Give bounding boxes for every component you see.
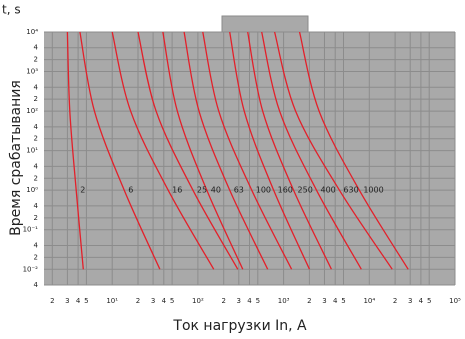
x-tick-label: 10¹ [106,297,118,305]
y-tick-label: 10⁴ [26,28,38,36]
y-tick-label: 2 [34,253,38,261]
curve-label: 630 [343,186,358,195]
x-tick-label: 5 [427,297,431,305]
y-tick-label: 2 [34,135,38,143]
x-tick-label: 2 [307,297,311,305]
y-tick-label: 4 [34,123,39,131]
x-tick-label: 10³ [278,297,290,305]
x-tick-label: 10⁵ [449,297,461,305]
fuse-curve [79,31,161,270]
y-tick-label: 10⁻¹ [23,226,39,234]
fuse-curve [111,31,215,270]
x-tick-label: 4 [76,297,81,305]
y-tick-label: 2 [34,95,38,103]
x-tick-label: 3 [151,297,155,305]
y-tick-label: 2 [34,214,38,222]
x-tick-label: 10² [192,297,204,305]
x-tick-label: 4 [333,297,338,305]
y-tick-label: 10³ [26,68,38,76]
y-tick-label: 4 [34,241,39,249]
x-tick-label: 4 [247,297,252,305]
x-tick-label: 2 [221,297,225,305]
y-tick-label: 4 [34,83,39,91]
curve-label: 250 [298,186,313,195]
y-tick-label: 4 [34,202,39,210]
x-tick-label: 3 [237,297,241,305]
curve-label: 1000 [363,186,383,195]
y-axis-title: Время срабатывания [8,80,24,236]
fuse-curve [247,31,333,270]
y-tick-label: 10⁰ [26,186,38,194]
curve-label: 2 [80,186,85,195]
y-tick-label: 2 [34,56,38,64]
x-tick-label: 2 [393,297,397,305]
fuse-curve [202,31,293,270]
fuse-curve [229,31,311,270]
x-tick-label: 5 [84,297,88,305]
fuse-curve [137,31,239,270]
curve-label: 100 [256,186,271,195]
y-tick-label: 10² [26,107,38,115]
fuse-curve [273,31,393,270]
x-tick-label: 3 [322,297,326,305]
fuse-curve [183,31,269,270]
curve-label: 160 [278,186,293,195]
x-tick-label: 2 [50,297,54,305]
y-tick-label: 4 [34,162,39,170]
x-tick-label: 3 [65,297,69,305]
y-tick-label: 2 [34,174,38,182]
fuse-curve [261,31,362,270]
curve-label: 16 [172,186,182,195]
x-tick-label: 5 [170,297,174,305]
curve-label: 400 [320,186,335,195]
y-tick-label: 4 [34,44,39,52]
y-tick-label: 10¹ [26,147,38,155]
x-tick-label: 5 [256,297,260,305]
x-axis-title: Ток нагрузки In, A [172,318,307,334]
fuse-curve [162,31,244,270]
x-tick-label: 4 [162,297,167,305]
x-tick-label: 10⁴ [363,297,375,305]
curve-label: 40 [211,186,221,195]
curve-label: 6 [128,186,133,195]
corner-label: t, s [2,3,21,17]
x-tick-label: 3 [408,297,412,305]
x-tick-label: 2 [136,297,140,305]
curve-label: 63 [234,186,244,195]
y-tick-label: 10⁻² [23,265,39,273]
y-tick-label: 4 [34,281,39,289]
curve-label: 25 [197,186,207,195]
x-tick-label: 4 [419,297,424,305]
x-tick-label: 5 [341,297,345,305]
fuse-curve [298,31,409,270]
top-tab [221,15,309,33]
fuse-curve [66,31,84,270]
